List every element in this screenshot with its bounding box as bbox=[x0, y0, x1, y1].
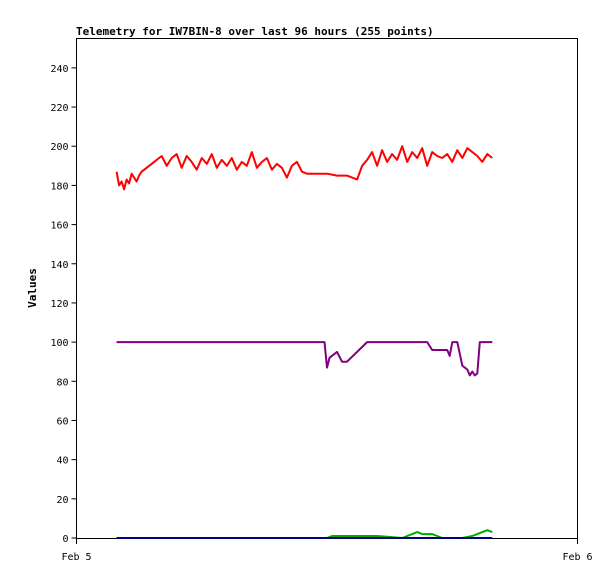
y-tick-label: 140 bbox=[50, 260, 68, 271]
y-tick-label: 0 bbox=[62, 534, 68, 545]
y-axis-label: Values bbox=[26, 268, 39, 308]
y-tick-label: 60 bbox=[56, 416, 68, 427]
x-tick-label: Feb 6 bbox=[562, 552, 592, 563]
series-line-3 bbox=[116, 529, 493, 539]
y-axis: 0 20 40 60 80 100 120 140 160 180 200 220 240 bbox=[50, 64, 77, 545]
series-layer bbox=[115, 145, 493, 539]
y-tick-label: 120 bbox=[50, 299, 68, 310]
y-tick-label: 220 bbox=[50, 103, 68, 114]
y-tick-label: 240 bbox=[50, 64, 68, 75]
x-tick-label: Feb 5 bbox=[61, 552, 91, 563]
series-line-2 bbox=[116, 341, 493, 377]
plot-area bbox=[76, 38, 578, 539]
y-tick-label: 200 bbox=[50, 142, 68, 153]
y-tick-label: 100 bbox=[50, 338, 68, 349]
chart-title: Telemetry for IW7BIN-8 over last 96 hour… bbox=[76, 25, 434, 38]
y-tick-label: 80 bbox=[56, 377, 68, 388]
y-tick-label: 160 bbox=[50, 221, 68, 232]
y-tick-label: 20 bbox=[56, 495, 68, 506]
x-axis: Feb 5 Feb 6 bbox=[61, 538, 593, 563]
series-line-1 bbox=[115, 145, 493, 191]
y-tick-label: 40 bbox=[56, 456, 68, 467]
y-tick-label: 180 bbox=[50, 181, 68, 192]
